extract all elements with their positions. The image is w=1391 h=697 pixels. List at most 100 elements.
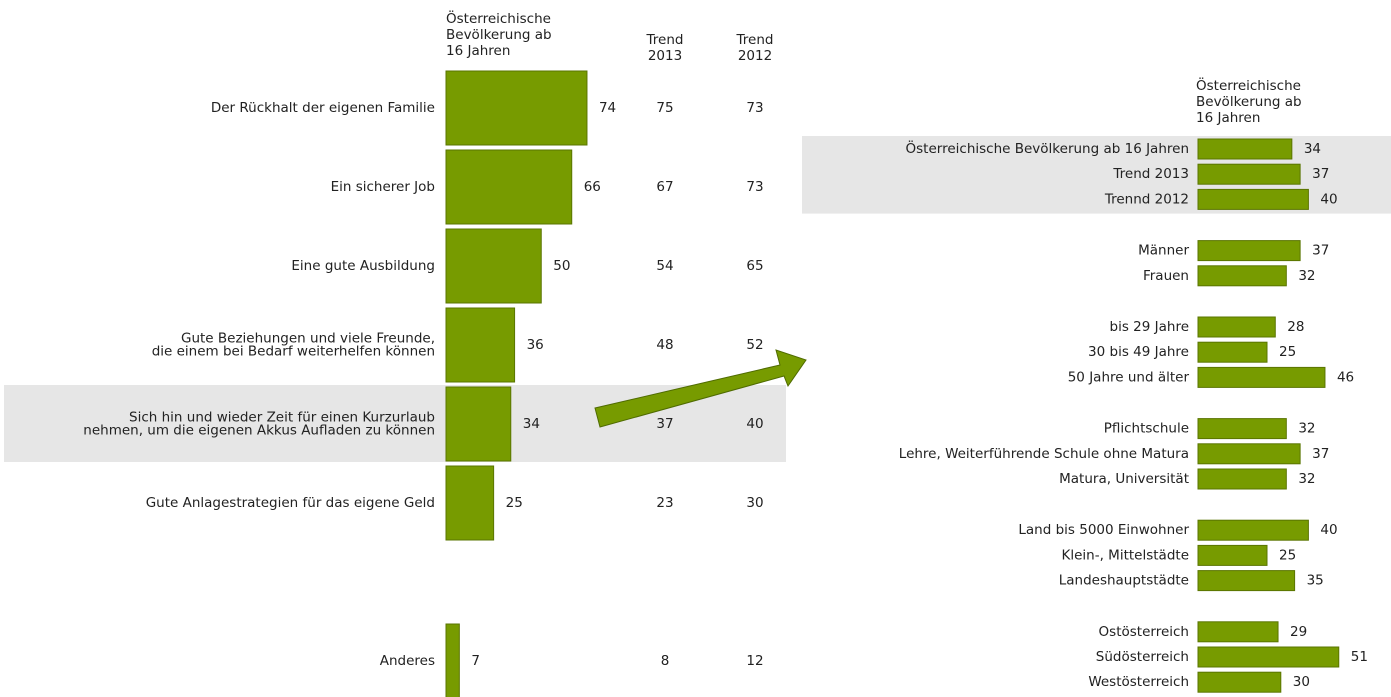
category-label: Männer xyxy=(1138,243,1189,259)
bar xyxy=(1197,418,1287,440)
value-label: 25 xyxy=(506,495,523,511)
category-label: die einem bei Bedarf weiterhelfen können xyxy=(152,344,435,360)
category-label: Der Rückhalt der eigenen Familie xyxy=(211,100,435,116)
bar xyxy=(1197,188,1309,210)
trend-value: 40 xyxy=(746,416,763,432)
value-label: 37 xyxy=(1312,446,1329,462)
bar xyxy=(445,307,516,383)
bar xyxy=(1197,468,1287,490)
column-header: 16 Jahren xyxy=(1196,110,1260,126)
category-label: 50 Jahre und älter xyxy=(1068,369,1190,385)
category-label: Ein sicherer Job xyxy=(331,179,435,195)
bar xyxy=(1197,316,1276,338)
category-label: Lehre, Weiterführende Schule ohne Matura xyxy=(899,446,1189,462)
bar xyxy=(1197,519,1309,541)
trend-value: 30 xyxy=(746,495,763,511)
column-header: 2012 xyxy=(738,48,772,64)
bar xyxy=(1197,671,1282,693)
trend-value: 37 xyxy=(656,416,673,432)
value-label: 37 xyxy=(1312,166,1329,182)
trend-value: 12 xyxy=(746,653,763,669)
bar xyxy=(1197,138,1293,160)
column-header: Bevölkerung ab xyxy=(446,27,552,43)
category-label: Österreichische Bevölkerung ab 16 Jahren xyxy=(906,139,1189,157)
value-label: 50 xyxy=(553,258,570,274)
category-label: Westösterreich xyxy=(1088,674,1189,690)
category-label: Anderes xyxy=(380,653,435,669)
bar xyxy=(1197,570,1296,592)
bar xyxy=(445,465,495,541)
bar xyxy=(1197,646,1340,668)
bar xyxy=(1197,240,1301,262)
value-label: 34 xyxy=(523,416,540,432)
value-label: 46 xyxy=(1337,369,1354,385)
category-label: Matura, Universität xyxy=(1059,471,1189,487)
column-header: Trend xyxy=(646,32,684,48)
bar xyxy=(1197,265,1287,287)
bar xyxy=(445,228,542,304)
category-label: Frauen xyxy=(1143,268,1189,284)
column-header: Österreichische xyxy=(1196,76,1301,94)
bar xyxy=(445,623,460,697)
category-label: Land bis 5000 Einwohner xyxy=(1018,522,1189,538)
category-label: Gute Beziehungen und viele Freunde, xyxy=(181,331,435,347)
trend-value: 73 xyxy=(746,100,763,116)
category-label: Klein-, Mittelstädte xyxy=(1062,547,1189,563)
value-label: 40 xyxy=(1320,522,1337,538)
value-label: 51 xyxy=(1351,649,1368,665)
value-label: 25 xyxy=(1279,547,1296,563)
category-label: Südösterreich xyxy=(1096,649,1189,665)
category-label: bis 29 Jahre xyxy=(1110,319,1189,335)
trend-value: 73 xyxy=(746,179,763,195)
category-label: Landeshauptstädte xyxy=(1059,573,1189,589)
category-label: 30 bis 49 Jahre xyxy=(1088,344,1189,360)
column-header: 2013 xyxy=(648,48,682,64)
value-label: 36 xyxy=(527,337,544,353)
column-header: Trend xyxy=(736,32,774,48)
value-label: 32 xyxy=(1298,471,1315,487)
column-header: 16 Jahren xyxy=(446,43,510,59)
trend-value: 52 xyxy=(746,337,763,353)
column-header: Bevölkerung ab xyxy=(1196,94,1302,110)
category-label: Pflichtschule xyxy=(1104,421,1189,437)
category-label: nehmen, um die eigenen Akkus Aufladen zu… xyxy=(83,423,435,439)
value-label: 66 xyxy=(584,179,601,195)
category-label: Trend 2013 xyxy=(1112,166,1189,182)
bar xyxy=(1197,163,1301,185)
value-label: 25 xyxy=(1279,344,1296,360)
bar xyxy=(445,386,512,462)
category-label: Ostösterreich xyxy=(1099,624,1189,640)
value-label: 30 xyxy=(1293,674,1310,690)
category-label: Eine gute Ausbildung xyxy=(291,258,435,274)
trend-value: 75 xyxy=(656,100,673,116)
category-label: Trennd 2012 xyxy=(1104,191,1189,207)
trend-value: 48 xyxy=(656,337,673,353)
trend-value: 65 xyxy=(746,258,763,274)
value-label: 37 xyxy=(1312,243,1329,259)
column-header: Österreichische xyxy=(446,9,551,27)
bar xyxy=(1197,544,1268,566)
bar xyxy=(1197,366,1326,388)
value-label: 32 xyxy=(1298,421,1315,437)
value-label: 34 xyxy=(1304,141,1321,157)
trend-value: 67 xyxy=(656,179,673,195)
trend-value: 54 xyxy=(656,258,673,274)
value-label: 40 xyxy=(1320,191,1337,207)
category-label: Sich hin und wieder Zeit für einen Kurzu… xyxy=(129,410,435,426)
category-label: Gute Anlagestrategien für das eigene Gel… xyxy=(146,495,435,511)
value-label: 28 xyxy=(1287,319,1304,335)
bar xyxy=(445,70,588,146)
bar xyxy=(445,149,573,225)
value-label: 35 xyxy=(1307,573,1324,589)
value-label: 74 xyxy=(599,100,616,116)
value-label: 32 xyxy=(1298,268,1315,284)
trend-value: 8 xyxy=(661,653,670,669)
bar xyxy=(1197,443,1301,465)
trend-value: 23 xyxy=(656,495,673,511)
bar xyxy=(1197,621,1279,643)
value-label: 7 xyxy=(471,653,480,669)
bar xyxy=(1197,341,1268,363)
arrow xyxy=(594,349,807,428)
value-label: 29 xyxy=(1290,624,1307,640)
